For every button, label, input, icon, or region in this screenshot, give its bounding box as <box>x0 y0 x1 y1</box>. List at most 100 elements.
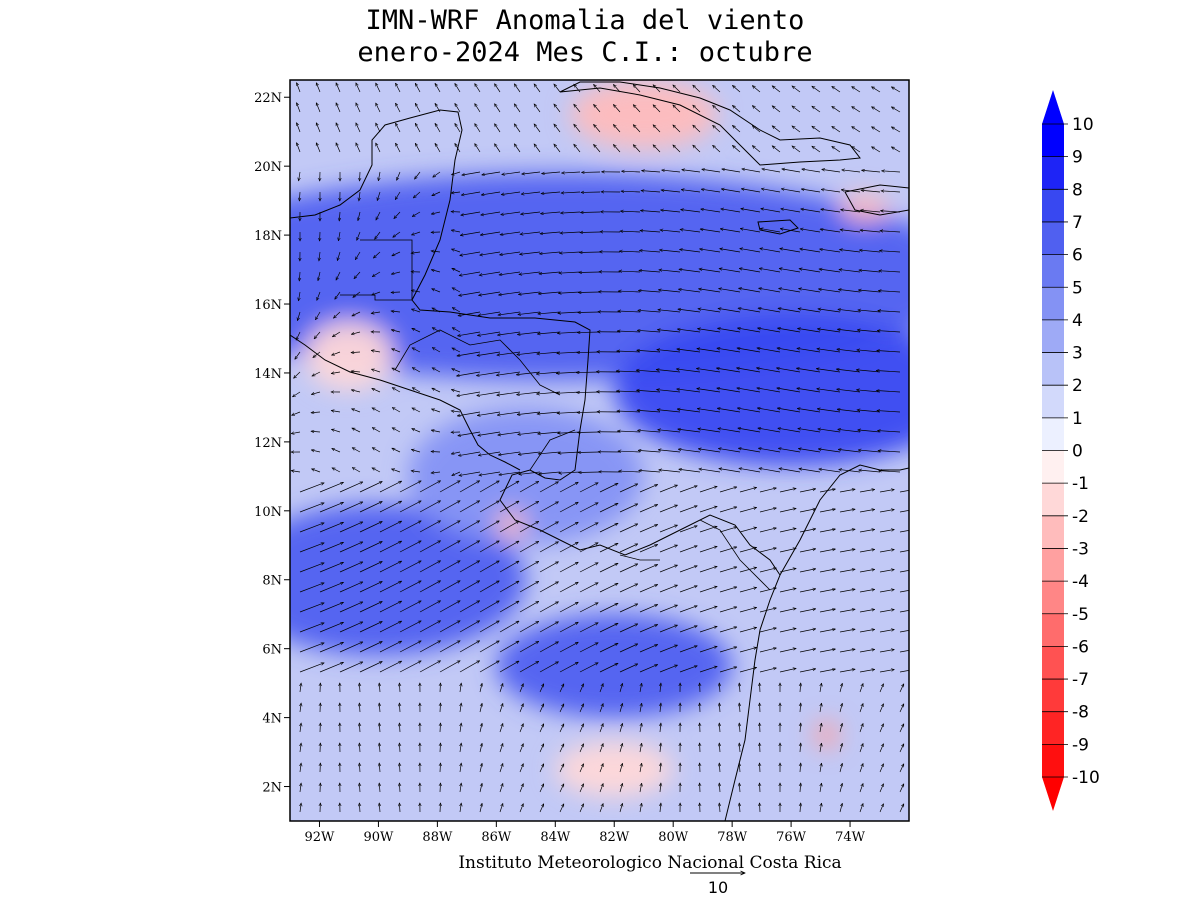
lon-tick-label: 90W <box>363 830 394 845</box>
wind-vector <box>299 603 324 613</box>
wind-vector <box>392 447 401 453</box>
wind-vector <box>554 144 561 153</box>
wind-vector <box>599 804 603 813</box>
wind-vector <box>618 311 641 312</box>
wind-vector <box>779 548 796 553</box>
wind-vector <box>699 586 717 593</box>
wind-vector <box>539 251 561 254</box>
wind-vector <box>859 589 875 593</box>
wind-vector <box>817 409 841 413</box>
colorbar-label: -6 <box>1072 637 1089 657</box>
wind-vector <box>373 251 381 258</box>
wind-vector <box>579 643 598 653</box>
wind-vector <box>560 212 581 213</box>
wind-vector <box>819 489 835 493</box>
wind-vector <box>599 684 603 693</box>
wind-vector <box>673 145 681 153</box>
wind-vector <box>637 330 661 333</box>
wind-vector <box>379 803 380 813</box>
wind-vector <box>820 703 822 713</box>
wind-vector <box>781 209 801 213</box>
wind-vector <box>319 602 344 613</box>
wind-vector <box>660 763 661 773</box>
wind-vector <box>480 231 501 235</box>
wind-vector <box>820 743 822 753</box>
wind-vector <box>839 803 842 813</box>
wind-vector <box>594 84 601 93</box>
wind-vector <box>617 351 641 352</box>
lat-tick-label: 2N <box>262 781 282 796</box>
wind-vector <box>539 684 545 693</box>
wind-vector <box>820 723 822 733</box>
wind-vector <box>539 471 561 474</box>
wind-vector <box>799 669 816 673</box>
wind-vector <box>351 352 361 353</box>
wind-vector <box>657 410 681 413</box>
wind-vector <box>579 523 598 533</box>
wind-vector <box>617 411 641 412</box>
wind-vector <box>539 724 545 733</box>
wind-vector <box>415 83 421 93</box>
wind-vector <box>732 125 741 133</box>
colorbar-segment <box>1042 679 1064 713</box>
wind-vector <box>399 703 400 713</box>
wind-vector <box>799 589 816 593</box>
wind-vector <box>879 549 894 553</box>
wind-vector <box>599 642 618 653</box>
wind-vector <box>479 271 501 275</box>
wind-vector <box>594 124 601 133</box>
lon-tick-label: 84W <box>540 830 571 845</box>
wind-vector <box>479 783 482 793</box>
wind-vector <box>660 703 661 713</box>
wind-vector <box>661 190 681 193</box>
lat-tick-label: 22N <box>254 91 282 106</box>
wind-vector <box>821 209 841 213</box>
wind-vector <box>522 171 541 174</box>
wind-vector <box>479 763 482 773</box>
wind-vector <box>397 171 401 180</box>
wind-vector <box>574 124 581 133</box>
wind-vector <box>519 581 539 593</box>
wind-vector <box>378 171 380 181</box>
wind-vector <box>839 629 855 633</box>
wind-vector <box>399 723 400 733</box>
wind-vector <box>300 743 301 753</box>
wind-vector <box>713 145 721 153</box>
wind-vector <box>759 588 776 593</box>
wind-vector <box>355 103 361 113</box>
lat-tick-label: 20N <box>254 160 282 175</box>
wind-vector <box>455 143 461 153</box>
wind-vector <box>738 448 761 453</box>
wind-vector <box>519 521 539 533</box>
wind-vector <box>701 189 721 193</box>
wind-vector <box>778 428 801 433</box>
wind-vector <box>660 230 681 233</box>
wind-vector <box>879 704 884 713</box>
wind-vector <box>858 430 881 433</box>
wind-vector <box>559 482 578 493</box>
wind-vector <box>479 683 482 693</box>
wind-vector <box>519 621 539 633</box>
wind-vector <box>717 388 741 393</box>
wind-vector <box>459 291 481 296</box>
wind-vector <box>613 104 621 113</box>
wind-vector <box>559 272 581 273</box>
wind-vector <box>739 667 757 673</box>
wind-vector <box>539 704 545 713</box>
colorbar-label: 10 <box>1072 115 1094 135</box>
wind-vector <box>819 269 841 273</box>
wind-vector <box>332 448 341 453</box>
wind-vector <box>415 123 421 133</box>
wind-vector <box>832 106 841 113</box>
wind-vector <box>662 170 681 173</box>
wind-vector <box>519 481 539 493</box>
colorbar-label: 1 <box>1072 409 1083 429</box>
wind-vector <box>752 106 761 113</box>
wind-vector <box>676 369 701 373</box>
wind-vector <box>559 642 578 653</box>
wind-vector <box>757 408 781 413</box>
wind-vector <box>799 269 821 273</box>
wind-vector <box>759 548 776 553</box>
wind-vector <box>379 540 402 553</box>
wind-vector <box>658 430 681 433</box>
